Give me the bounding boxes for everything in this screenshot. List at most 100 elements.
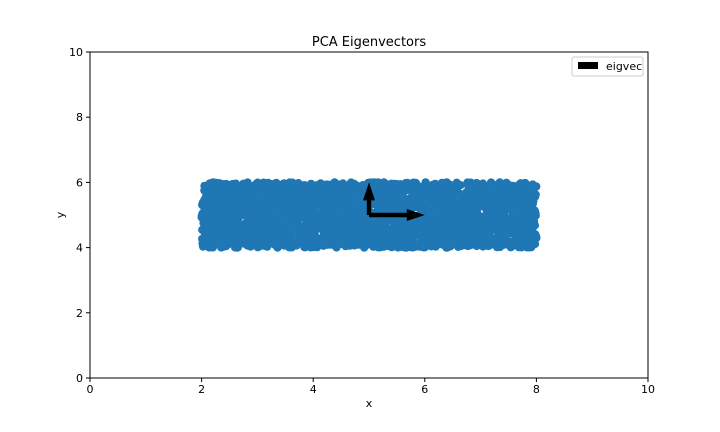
scatter-point bbox=[253, 242, 262, 252]
scatter-point bbox=[200, 213, 210, 222]
scatter-point bbox=[432, 232, 442, 241]
scatter-point bbox=[374, 185, 384, 194]
scatter-point bbox=[525, 206, 534, 215]
scatter-point bbox=[432, 192, 441, 201]
scatter-point bbox=[322, 195, 331, 205]
scatter-point bbox=[260, 201, 269, 211]
scatter-point bbox=[208, 198, 218, 207]
scatter-point bbox=[398, 239, 407, 248]
scatter-point bbox=[486, 211, 495, 220]
scatter-point bbox=[339, 227, 348, 237]
scatter-point bbox=[349, 205, 358, 214]
scatter-point bbox=[451, 215, 460, 224]
scatter-point bbox=[402, 184, 411, 194]
scatter-point bbox=[292, 238, 301, 247]
scatter-point bbox=[377, 198, 386, 207]
scatter-point bbox=[530, 239, 540, 249]
y-tick-label-2: 4 bbox=[76, 242, 83, 255]
scatter-point bbox=[283, 199, 292, 208]
scatter-point bbox=[236, 223, 245, 232]
scatter-point bbox=[276, 202, 285, 212]
x-tick-label-5: 10 bbox=[641, 383, 655, 396]
scatter-point bbox=[472, 241, 481, 251]
y-tick-label-1: 2 bbox=[76, 307, 83, 320]
scatter-point bbox=[388, 205, 398, 215]
eigenvector-arrows bbox=[363, 182, 425, 221]
scatter-points bbox=[197, 178, 541, 252]
scatter-point bbox=[445, 200, 454, 209]
scatter-point bbox=[219, 234, 228, 243]
scatter-point bbox=[281, 234, 290, 243]
scatter-point bbox=[337, 239, 347, 249]
scatter-point bbox=[383, 194, 393, 203]
scatter-point bbox=[243, 178, 252, 187]
scatter-point bbox=[405, 230, 414, 240]
scatter-point bbox=[252, 196, 261, 205]
scatter-point bbox=[347, 236, 356, 245]
scatter-point bbox=[520, 218, 529, 227]
scatter-point bbox=[485, 231, 494, 240]
scatter-point bbox=[323, 182, 332, 192]
scatter-point bbox=[417, 192, 426, 201]
scatter-point bbox=[238, 188, 247, 197]
scatter-point bbox=[430, 221, 439, 231]
scatter-point bbox=[455, 241, 464, 251]
scatter-point bbox=[268, 226, 277, 236]
scatter-point bbox=[475, 221, 484, 230]
scatter-point bbox=[329, 237, 338, 246]
scatter-point bbox=[209, 211, 218, 220]
scatter-point bbox=[316, 181, 325, 190]
scatter-point bbox=[464, 182, 474, 191]
scatter-point bbox=[289, 226, 298, 236]
scatter-point bbox=[245, 192, 254, 201]
scatter-point bbox=[514, 243, 524, 252]
scatter-point bbox=[356, 216, 365, 225]
scatter-point bbox=[395, 191, 404, 200]
scatter-point bbox=[348, 198, 357, 207]
y-tick-label-0: 0 bbox=[76, 372, 83, 385]
scatter-point bbox=[207, 234, 216, 243]
scatter-point bbox=[365, 236, 375, 245]
scatter-point bbox=[384, 180, 393, 189]
scatter-point bbox=[518, 195, 527, 204]
scatter-point bbox=[374, 178, 383, 187]
scatter-point bbox=[426, 183, 436, 192]
scatter-point bbox=[512, 208, 522, 217]
x-tick-label-2: 4 bbox=[310, 383, 317, 396]
scatter-point bbox=[442, 215, 451, 224]
scatter-point bbox=[449, 222, 458, 231]
scatter-point bbox=[479, 212, 488, 222]
scatter-point bbox=[531, 211, 540, 220]
scatter-point bbox=[352, 189, 361, 198]
scatter-point bbox=[443, 231, 452, 240]
scatter-point bbox=[234, 230, 243, 239]
scatter-point bbox=[247, 228, 256, 237]
scatter-point bbox=[264, 210, 273, 219]
scatter-point bbox=[508, 217, 518, 226]
scatter-point bbox=[323, 222, 333, 231]
scatter-point bbox=[252, 220, 262, 229]
scatter-point bbox=[471, 199, 481, 208]
scatter-point bbox=[371, 230, 380, 239]
eigenvector-arrow-1 bbox=[363, 182, 375, 215]
scatter-point bbox=[204, 220, 213, 230]
scatter-point bbox=[303, 188, 313, 198]
scatter-point bbox=[362, 220, 371, 229]
legend-box bbox=[571, 56, 644, 77]
scatter-point bbox=[456, 206, 465, 215]
legend-label-eigvec: eigvec bbox=[606, 60, 642, 73]
scatter-point bbox=[455, 222, 465, 231]
scatter-point bbox=[217, 241, 226, 250]
scatter-point bbox=[376, 235, 386, 244]
scatter-point bbox=[408, 191, 417, 201]
scatter-point bbox=[498, 182, 507, 191]
scatter-point bbox=[284, 185, 293, 194]
scatter-point bbox=[422, 215, 431, 225]
scatter-point bbox=[202, 192, 211, 201]
scatter-point bbox=[490, 203, 499, 213]
scatter-point bbox=[227, 200, 236, 209]
scatter-point bbox=[336, 203, 345, 213]
scatter-point bbox=[469, 207, 479, 216]
scatter-point bbox=[271, 211, 281, 221]
